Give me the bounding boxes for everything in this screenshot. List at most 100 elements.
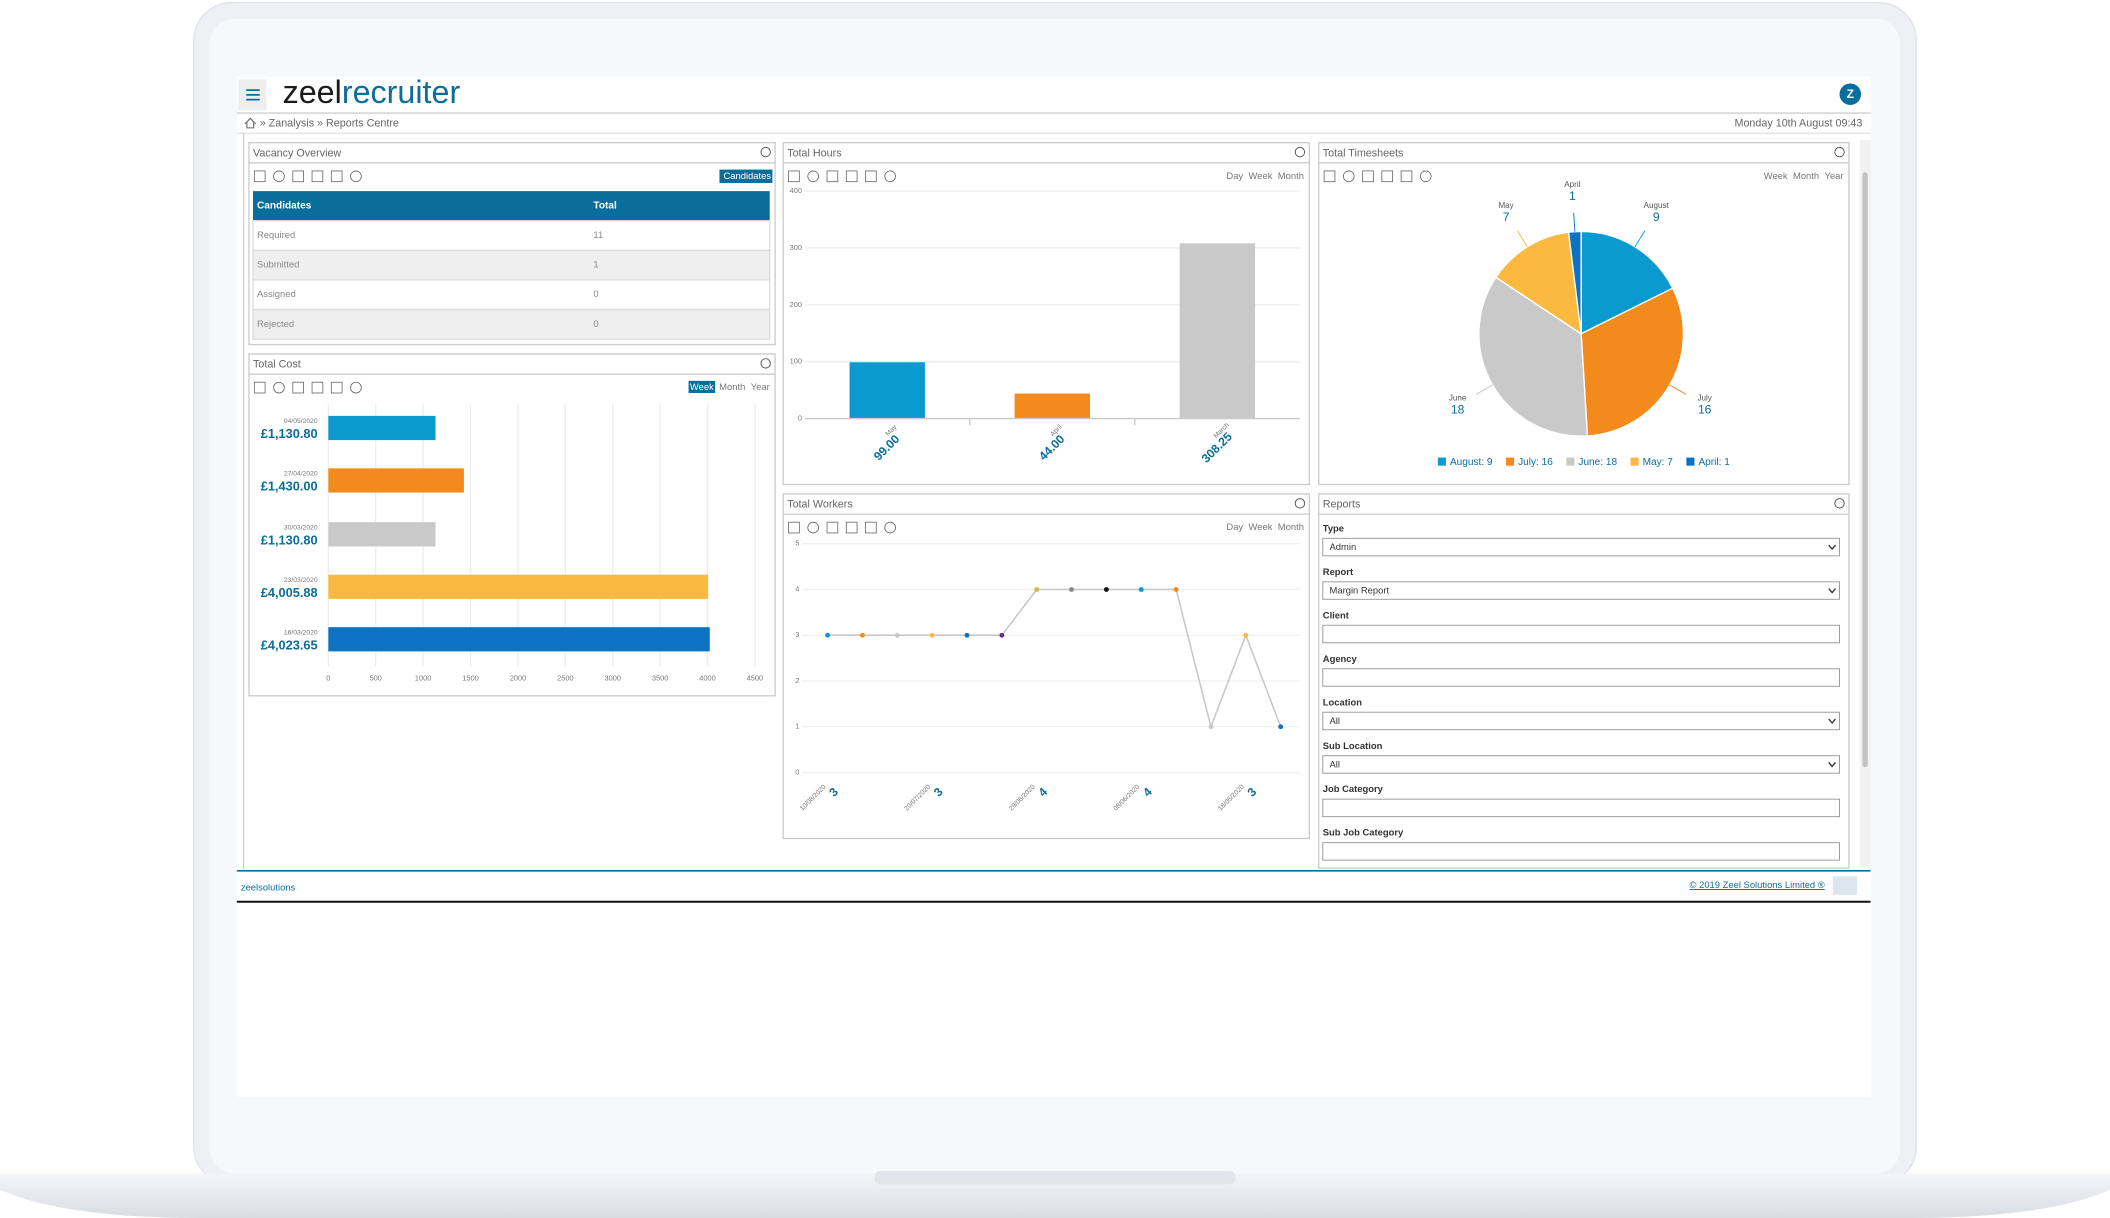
info-icon[interactable]	[1834, 498, 1845, 509]
select-box[interactable]	[1322, 581, 1840, 600]
legend-swatch	[1506, 457, 1515, 466]
period-toggle[interactable]: Month	[719, 381, 745, 392]
toolbar-icon[interactable]	[292, 170, 304, 183]
toolbar-icon[interactable]	[1342, 170, 1355, 183]
candidates-button[interactable]: Candidates	[723, 170, 771, 181]
toolbar-icon[interactable]	[273, 381, 285, 394]
toolbar-icon[interactable]	[311, 381, 324, 394]
info-icon[interactable]	[760, 358, 771, 369]
pie-slice	[1580, 230, 1674, 335]
panel-title: Total Cost	[253, 359, 301, 371]
period-toggle[interactable]: Month	[1278, 521, 1304, 532]
toolbar-icon[interactable]	[807, 170, 819, 183]
avatar[interactable]	[1839, 83, 1862, 105]
pie-label-name: April	[1564, 180, 1580, 189]
toolbar-icon[interactable]	[273, 170, 285, 183]
toolbar-icon[interactable]	[292, 381, 304, 394]
point	[1138, 587, 1144, 592]
pie-label-value: 7	[1503, 210, 1510, 224]
bar-date: 23/03/2020	[284, 577, 318, 584]
period-toggle[interactable]: Week	[690, 381, 714, 392]
bar-value-label: £4,005.88	[261, 585, 318, 600]
select-arrow	[1828, 588, 1837, 594]
toolbar-icon[interactable]	[1323, 170, 1336, 183]
toolbar-icon[interactable]	[788, 521, 800, 534]
toolbar-icon[interactable]	[350, 381, 362, 394]
legend-label[interactable]: April: 1	[1698, 457, 1730, 468]
y-tick-label: 0	[798, 414, 802, 423]
input-box[interactable]	[1322, 624, 1840, 644]
panel-title: Total Workers	[787, 499, 853, 511]
toolbar-icon[interactable]	[884, 521, 896, 534]
input-box[interactable]	[1322, 668, 1840, 687]
select-value: All	[1330, 759, 1340, 770]
info-icon[interactable]	[760, 146, 771, 158]
toolbar-icon[interactable]	[311, 170, 324, 183]
info-icon[interactable]	[1294, 498, 1306, 509]
table-cell: Assigned	[257, 288, 296, 299]
table-cell: Required	[257, 229, 295, 240]
point	[1173, 587, 1179, 592]
toolbar-icon[interactable]	[807, 521, 819, 534]
toolbar-icon[interactable]	[884, 170, 896, 183]
period-toggle[interactable]: Year	[751, 381, 770, 392]
period-toggle[interactable]: Month	[1278, 170, 1304, 181]
toolbar-icon[interactable]	[330, 170, 343, 183]
select-box[interactable]	[1322, 755, 1840, 774]
toolbar-icon[interactable]	[845, 170, 858, 183]
y-tick-label: 3	[795, 630, 799, 639]
period-toggle-active	[688, 380, 716, 393]
info-icon[interactable]	[1294, 146, 1306, 158]
toolbar-icon[interactable]	[826, 170, 839, 183]
period-toggle[interactable]: Week	[1764, 170, 1788, 181]
bar-value-label: £1,430.00	[261, 479, 318, 494]
table-row	[252, 220, 771, 252]
period-toggle[interactable]: Week	[1249, 521, 1273, 532]
field-label: Client	[1323, 609, 1350, 620]
bar	[328, 415, 436, 441]
period-toggle[interactable]: Month	[1793, 170, 1819, 181]
toolbar-icon[interactable]	[1419, 170, 1432, 183]
toolbar-icon[interactable]	[826, 521, 839, 534]
x-tick-label: 3500	[652, 673, 668, 682]
y-tick-label: 2	[795, 676, 799, 685]
toolbar-icon[interactable]	[1381, 170, 1394, 183]
period-toggle[interactable]: Week	[1249, 170, 1273, 181]
toolbar-icon[interactable]	[253, 381, 266, 394]
toolbar-icon[interactable]	[788, 170, 800, 183]
period-toggle[interactable]: Day	[1226, 170, 1243, 181]
toolbar-icon[interactable]	[1362, 170, 1374, 183]
select-box[interactable]	[1322, 537, 1840, 557]
toolbar-icon[interactable]	[865, 170, 877, 183]
legend-label[interactable]: July: 16	[1518, 457, 1553, 468]
panel-title: Vacancy Overview	[253, 147, 341, 159]
select-box[interactable]	[1322, 711, 1840, 731]
home-icon[interactable]	[244, 117, 257, 129]
input-box[interactable]	[1322, 798, 1840, 818]
toolbar-icon[interactable]	[1400, 170, 1413, 183]
info-icon[interactable]	[1834, 146, 1845, 158]
x-tick-label: 3000	[604, 673, 620, 682]
toolbar-icon[interactable]	[330, 381, 343, 394]
toolbar-icon[interactable]	[865, 521, 877, 534]
select-value: Margin Report	[1330, 585, 1390, 596]
point	[964, 632, 970, 638]
toolbar-icon[interactable]	[253, 170, 266, 183]
period-toggle[interactable]: Day	[1226, 521, 1243, 532]
footer-copyright[interactable]: © 2019 Zeel Solutions Limited ®	[1690, 879, 1825, 890]
pie-slice	[1494, 231, 1583, 336]
pie-leader	[1634, 230, 1646, 248]
y-tick-label: 300	[790, 243, 802, 252]
bar-date: 04/05/2020	[284, 418, 318, 425]
scrollbar-thumb[interactable]	[1862, 172, 1868, 768]
field-label: Agency	[1323, 653, 1358, 664]
input-box[interactable]	[1322, 842, 1840, 861]
toolbar-icon[interactable]	[845, 521, 858, 534]
legend-label[interactable]: May: 7	[1643, 457, 1674, 468]
period-toggle[interactable]: Year	[1825, 170, 1844, 181]
toolbar-icon[interactable]	[350, 170, 362, 183]
legend-label[interactable]: August: 9	[1450, 457, 1493, 468]
legend-label[interactable]: June: 18	[1578, 457, 1617, 468]
